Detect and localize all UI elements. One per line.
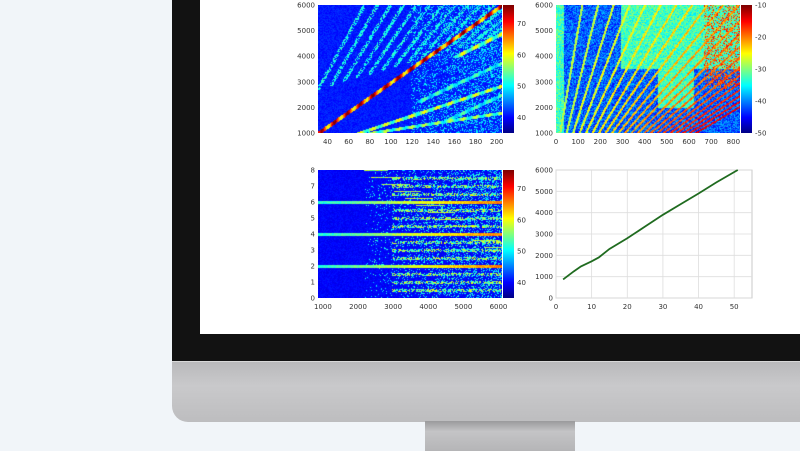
y-tick-label: 0 bbox=[549, 295, 553, 303]
colorbar-3 bbox=[503, 170, 514, 298]
x-tick-label: 400 bbox=[638, 138, 651, 146]
y-tick-label: 3000 bbox=[535, 231, 553, 239]
y-tick-label: 4000 bbox=[297, 53, 315, 61]
y-tick-label: 5000 bbox=[535, 27, 553, 35]
y-tick-label: 5 bbox=[311, 215, 315, 223]
y-tick-label: 2000 bbox=[535, 104, 553, 112]
x-tick-label: 50 bbox=[730, 303, 739, 311]
y-tick-label: 2 bbox=[311, 263, 315, 271]
colorbar-1 bbox=[503, 5, 514, 133]
y-tick-label: 2000 bbox=[535, 252, 553, 260]
colorbar-tick-label: 50 bbox=[517, 83, 526, 91]
x-tick-label: 60 bbox=[344, 138, 353, 146]
y-tick-label: 4 bbox=[311, 231, 316, 239]
chart-4: 0 10 20 30 40 50 0 1000 2000 3000 4000 5000 6000 bbox=[535, 167, 753, 311]
chart-2: -10 -20 -30 -40 -50 0 100 200 300 400 500 600 700 800… bbox=[535, 2, 766, 147]
x-tick-label: 80 bbox=[365, 138, 374, 146]
x-tick-label: 4000 bbox=[419, 303, 437, 311]
x-tick-label: 3000 bbox=[384, 303, 402, 311]
colorbar-tick-label: 40 bbox=[517, 114, 526, 122]
y-tick-label: 6000 bbox=[535, 167, 553, 175]
y-tick-label: 1000 bbox=[535, 273, 553, 281]
x-tick-label: 500 bbox=[660, 138, 673, 146]
x-tick-label: 2000 bbox=[349, 303, 367, 311]
x-tick-label: 160 bbox=[448, 138, 461, 146]
monitor-stand bbox=[425, 421, 575, 451]
x-tick-label: 200 bbox=[490, 138, 503, 146]
x-tick-label: 30 bbox=[658, 303, 667, 311]
x-tick-label: 20 bbox=[623, 303, 632, 311]
colorbar-tick-label: -10 bbox=[755, 2, 766, 10]
y-tick-label: 0 bbox=[311, 295, 315, 303]
y-tick-label: 1 bbox=[311, 279, 315, 287]
y-tick-label: 6000 bbox=[535, 2, 553, 10]
y-tick-label: 5000 bbox=[297, 27, 315, 35]
y-tick-label: 5000 bbox=[535, 188, 553, 196]
colorbar-tick-label: 60 bbox=[517, 216, 526, 224]
colorbar-tick-label: -30 bbox=[755, 66, 766, 74]
colorbar-2 bbox=[741, 5, 752, 133]
x-tick-label: 800 bbox=[727, 138, 740, 146]
y-tick-label: 4000 bbox=[535, 209, 553, 217]
colorbar-tick-label: 40 bbox=[517, 279, 526, 287]
colorbar-tick-label: -50 bbox=[755, 130, 766, 138]
heatmap-3 bbox=[318, 170, 502, 298]
chart-3: 40 50 60 70 1000 2000 3000 4000 5000 6000 0 1 2 3 4 5 6 7… bbox=[311, 167, 526, 312]
x-tick-label: 100 bbox=[571, 138, 584, 146]
x-tick-label: 40 bbox=[323, 138, 332, 146]
colorbar-tick-label: -20 bbox=[755, 34, 766, 42]
heatmap-2 bbox=[556, 5, 740, 133]
colorbar-tick-label: 50 bbox=[517, 248, 526, 256]
x-tick-label: 120 bbox=[405, 138, 418, 146]
colorbar-tick-label: 70 bbox=[517, 20, 526, 28]
y-tick-label: 1000 bbox=[297, 130, 315, 138]
y-tick-label: 3000 bbox=[535, 78, 553, 86]
colorbar-tick-label: 70 bbox=[517, 185, 526, 193]
colorbar-tick-label: 60 bbox=[517, 51, 526, 59]
heatmap-1 bbox=[318, 5, 502, 133]
x-tick-label: 700 bbox=[704, 138, 717, 146]
x-tick-label: 140 bbox=[427, 138, 440, 146]
x-tick-label: 0 bbox=[554, 303, 558, 311]
y-tick-label: 1000 bbox=[535, 130, 553, 138]
y-tick-label: 3000 bbox=[297, 78, 315, 86]
x-tick-label: 200 bbox=[594, 138, 607, 146]
x-tick-label: 5000 bbox=[454, 303, 472, 311]
y-tick-label: 2000 bbox=[297, 104, 315, 112]
monitor-chin bbox=[172, 361, 800, 422]
x-tick-label: 100 bbox=[384, 138, 397, 146]
y-tick-label: 6000 bbox=[297, 2, 315, 10]
x-tick-label: 10 bbox=[587, 303, 596, 311]
x-tick-label: 300 bbox=[616, 138, 629, 146]
x-tick-label: 1000 bbox=[314, 303, 332, 311]
series-line bbox=[562, 169, 739, 281]
colorbar-tick-label: -40 bbox=[755, 98, 766, 106]
x-tick-label: 6000 bbox=[490, 303, 508, 311]
y-tick-label: 8 bbox=[311, 167, 315, 175]
y-tick-label: 7 bbox=[311, 183, 315, 191]
x-tick-label: 40 bbox=[694, 303, 703, 311]
x-tick-label: 0 bbox=[554, 138, 558, 146]
x-tick-label: 600 bbox=[682, 138, 695, 146]
y-tick-label: 4000 bbox=[535, 53, 553, 61]
y-tick-label: 3 bbox=[311, 247, 315, 255]
x-tick-label: 180 bbox=[469, 138, 482, 146]
y-tick-label: 6 bbox=[311, 199, 316, 207]
chart-1: 40 50 60 70 40 60 80 100 120 140 160 180 200 1000 2000… bbox=[297, 2, 526, 147]
